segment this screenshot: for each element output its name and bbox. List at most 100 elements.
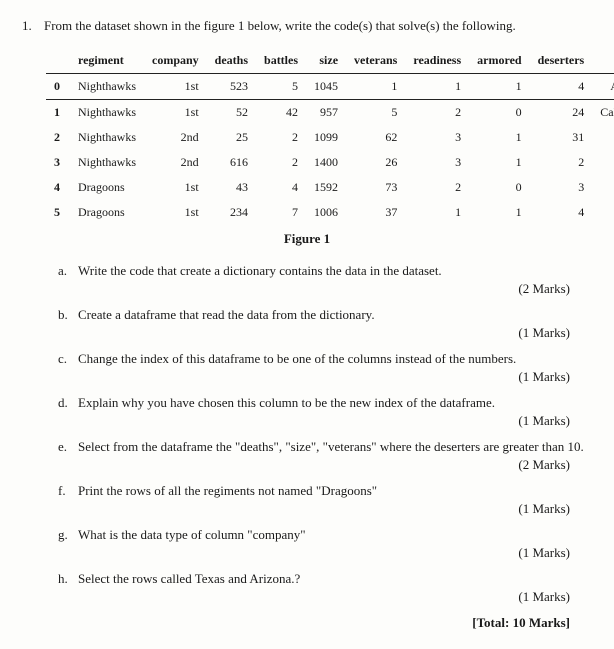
table-cell: 2: [256, 125, 306, 150]
table-cell: 2nd: [144, 150, 207, 175]
table-header-cell: deaths: [207, 48, 256, 74]
table-cell: 0: [469, 175, 529, 200]
table-cell: Maine: [592, 175, 614, 200]
table-cell: 2: [530, 150, 593, 175]
sub-label: c.: [58, 351, 78, 367]
table-cell: 1st: [144, 100, 207, 126]
table-cell: 7: [256, 200, 306, 225]
table-cell: 2: [256, 150, 306, 175]
table-cell: Texas: [592, 125, 614, 150]
sub-question: d.Explain why you have chosen this colum…: [58, 395, 592, 411]
table-cell: 2: [405, 100, 469, 126]
table-cell: California: [592, 100, 614, 126]
sub-text: What is the data type of column "company…: [78, 527, 592, 543]
question-stem: 1. From the dataset shown in the figure …: [22, 18, 592, 34]
table-cell: 1st: [144, 200, 207, 225]
data-table: regimentcompanydeathsbattlessizeveterans…: [46, 48, 614, 225]
sub-marks: (2 Marks): [22, 457, 570, 473]
table-cell: 1: [405, 200, 469, 225]
table-header-cell: readiness: [405, 48, 469, 74]
table-cell: 4: [46, 175, 70, 200]
sub-question: h.Select the rows called Texas and Arizo…: [58, 571, 592, 587]
table-row: 2Nighthawks2nd2521099623131Texas: [46, 125, 614, 150]
sub-text: Write the code that create a dictionary …: [78, 263, 592, 279]
sub-question: b.Create a dataframe that read the data …: [58, 307, 592, 323]
sub-label: h.: [58, 571, 78, 587]
table-cell: 31: [530, 125, 593, 150]
table-cell: 2: [46, 125, 70, 150]
table-cell: 24: [530, 100, 593, 126]
question-number: 1.: [22, 18, 44, 34]
sub-label: b.: [58, 307, 78, 323]
sub-label: d.: [58, 395, 78, 411]
sub-text: Select from the dataframe the "deaths", …: [78, 439, 592, 455]
table-cell: 1400: [306, 150, 346, 175]
table-cell: 43: [207, 175, 256, 200]
sub-text: Explain why you have chosen this column …: [78, 395, 592, 411]
table-cell: Nighthawks: [70, 100, 144, 126]
table-cell: 1: [469, 74, 529, 100]
table-header-cell: veterans: [346, 48, 405, 74]
sub-marks: (1 Marks): [22, 545, 570, 561]
table-cell: 523: [207, 74, 256, 100]
table-row: 1Nighthawks1st524295752024California: [46, 100, 614, 126]
table-cell: 62: [346, 125, 405, 150]
table-cell: 234: [207, 200, 256, 225]
sub-question: f.Print the rows of all the regiments no…: [58, 483, 592, 499]
table-cell: 52: [207, 100, 256, 126]
table-cell: 4: [530, 74, 593, 100]
sub-marks: (1 Marks): [22, 589, 570, 605]
table-cell: 1st: [144, 74, 207, 100]
table-header-cell: [46, 48, 70, 74]
table-cell: Dragoons: [70, 200, 144, 225]
table-cell: 42: [256, 100, 306, 126]
table-header-cell: armored: [469, 48, 529, 74]
table-cell: 0: [46, 74, 70, 100]
sub-marks: (1 Marks): [22, 413, 570, 429]
table-cell: 2nd: [144, 125, 207, 150]
sub-label: e.: [58, 439, 78, 455]
sub-text: Create a dataframe that read the data fr…: [78, 307, 592, 323]
table-cell: 5: [256, 74, 306, 100]
table-cell: Dragoons: [70, 175, 144, 200]
table-cell: Iowa: [592, 200, 614, 225]
sub-marks: (1 Marks): [22, 325, 570, 341]
sub-label: g.: [58, 527, 78, 543]
question-text: From the dataset shown in the figure 1 b…: [44, 18, 516, 34]
table-cell: 25: [207, 125, 256, 150]
table-cell: 1st: [144, 175, 207, 200]
sub-question: e.Select from the dataframe the "deaths"…: [58, 439, 592, 455]
sub-label: a.: [58, 263, 78, 279]
sub-marks: (2 Marks): [22, 281, 570, 297]
table-cell: 3: [405, 150, 469, 175]
table-cell: 1: [469, 200, 529, 225]
total-marks: [Total: 10 Marks]: [22, 615, 570, 631]
table-cell: 1099: [306, 125, 346, 150]
table-cell: 0: [469, 100, 529, 126]
table-cell: 5: [46, 200, 70, 225]
table-cell: 4: [256, 175, 306, 200]
table-cell: 1: [46, 100, 70, 126]
table-row: 5Dragoons1st2347100637114Iowa: [46, 200, 614, 225]
table-cell: Arizona: [592, 74, 614, 100]
table-cell: 1: [469, 150, 529, 175]
table-header-cell: deserters: [530, 48, 593, 74]
table-cell: Nighthawks: [70, 150, 144, 175]
table-cell: 3: [405, 125, 469, 150]
table-header-cell: battles: [256, 48, 306, 74]
sub-question: c.Change the index of this dataframe to …: [58, 351, 592, 367]
table-cell: 1: [405, 74, 469, 100]
table-cell: 4: [530, 200, 593, 225]
table-row: 4Dragoons1st434159273203Maine: [46, 175, 614, 200]
table-cell: 26: [346, 150, 405, 175]
table-cell: 5: [346, 100, 405, 126]
table-cell: 1045: [306, 74, 346, 100]
sub-question: a.Write the code that create a dictionar…: [58, 263, 592, 279]
table-cell: 2: [405, 175, 469, 200]
figure-caption: Figure 1: [22, 231, 592, 247]
table-cell: 3: [530, 175, 593, 200]
table-cell: 1: [346, 74, 405, 100]
table-cell: Nighthawks: [70, 74, 144, 100]
sub-text: Select the rows called Texas and Arizona…: [78, 571, 592, 587]
table-cell: 3: [46, 150, 70, 175]
